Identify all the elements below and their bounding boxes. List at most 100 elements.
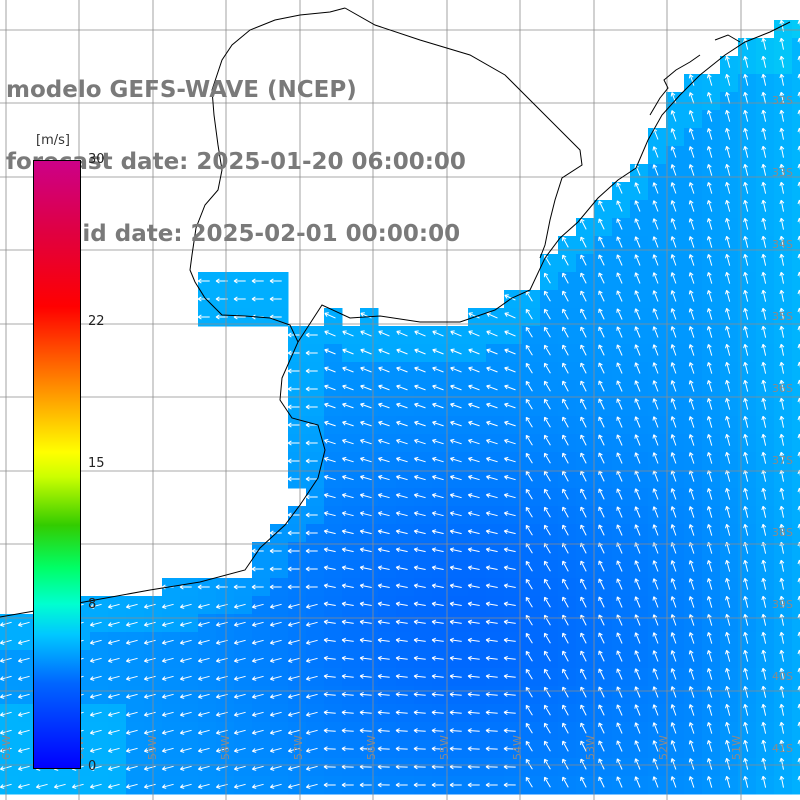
wind-arrow [378,348,390,355]
wind-arrow [323,529,336,535]
wind-arrow [89,603,102,609]
wind-arrow [432,420,444,427]
wind-arrow [449,493,462,499]
wind-arrow [413,619,426,625]
wind-arrow [670,110,677,122]
field-cell [792,182,800,201]
wind-arrow [269,729,282,735]
wind-arrow [324,312,336,319]
colorbar-tick-label: 8 [88,597,97,613]
wind-arrow [342,348,354,355]
wind-arrow [779,325,785,338]
wind-arrow [359,493,372,499]
wind-arrow [670,398,677,410]
wind-arrow [467,728,480,734]
longitude-label: 61W [0,735,13,760]
wind-arrow [562,326,569,338]
wind-arrow [125,747,138,753]
wind-arrow [652,686,659,698]
wind-arrow [161,765,174,771]
wind-arrow [486,402,498,409]
wind-arrow [378,330,390,337]
wind-arrow [467,746,480,752]
wind-arrow [413,529,426,535]
field-cell [792,290,800,309]
wind-arrow [743,685,749,698]
wind-arrow [305,332,318,338]
wind-arrow [580,758,587,770]
wind-arrow [688,578,695,590]
lagoon-outline [649,34,741,116]
wind-arrow [125,621,138,627]
wind-arrow [179,675,192,681]
wind-arrow [779,775,785,788]
wind-arrow [706,704,713,716]
wind-arrow [485,529,498,535]
wind-arrow [251,783,264,789]
wind-arrow [598,308,605,320]
wind-arrow [450,330,462,337]
wind-arrow [634,632,641,644]
wind-arrow [413,601,426,607]
wind-arrow [125,675,138,681]
wind-arrow [670,650,677,662]
wind-arrow [670,146,677,158]
wind-arrow [360,366,372,373]
wind-arrow [504,402,516,409]
wind-arrow [725,325,731,338]
wind-arrow [450,438,462,445]
wind-arrow [71,783,84,789]
title-model: modelo GEFS-WAVE (NCEP) [6,77,357,103]
wind-arrow [251,278,264,284]
wind-arrow [503,728,516,734]
wind-arrow [779,613,785,626]
wind-arrow [305,458,318,464]
wind-arrow [670,560,677,572]
wind-arrow [598,578,605,590]
wind-arrow [743,397,749,410]
wind-arrow [580,488,587,500]
wind-arrow [634,704,641,716]
wind-arrow [324,402,336,409]
wind-arrow [449,601,462,607]
wind-arrow [377,655,390,661]
wind-arrow [17,765,30,771]
wind-arrow [743,451,749,464]
field-cell [792,236,800,255]
wind-arrow [305,621,318,627]
wind-arrow [233,783,246,789]
wind-arrow [287,332,300,338]
wind-arrow [652,758,659,770]
wind-arrow [634,776,641,788]
wind-arrow [706,578,713,590]
wind-arrow [616,758,623,770]
wind-arrow [706,92,713,104]
wind-arrow [467,529,480,535]
wind-arrow [143,693,156,699]
wind-arrow [143,711,156,717]
wind-arrow [486,420,498,427]
wind-arrow [562,758,569,770]
wind-arrow [305,783,318,789]
wind-arrow [598,758,605,770]
wind-arrow [634,488,641,500]
wind-arrow [725,181,731,194]
wind-arrow [598,326,605,338]
wind-arrow [725,361,731,374]
wind-arrow [467,565,480,571]
wind-arrow [378,366,390,373]
wind-arrow [413,673,426,679]
wind-arrow [779,595,785,608]
wind-arrow [413,511,426,517]
wind-arrow [743,145,749,158]
wind-arrow [107,639,120,645]
wind-arrow [743,415,749,428]
wind-arrow [431,655,444,661]
wind-arrow [743,613,749,626]
wind-arrow [598,380,605,392]
wind-arrow [725,55,731,68]
wind-arrow [197,278,210,284]
wind-arrow [342,384,354,391]
wind-arrow [525,776,533,788]
